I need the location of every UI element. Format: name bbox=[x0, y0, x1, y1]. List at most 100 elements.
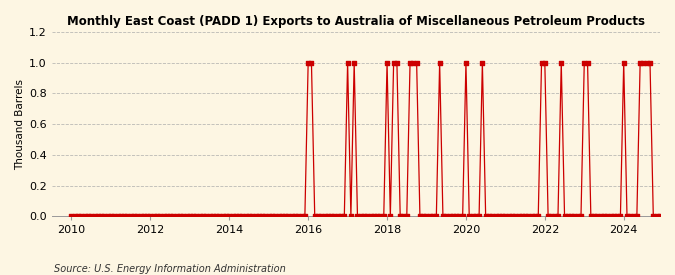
Point bbox=[395, 214, 406, 218]
Point bbox=[194, 214, 205, 218]
Point bbox=[441, 214, 452, 218]
Point bbox=[244, 214, 254, 218]
Point bbox=[122, 214, 133, 218]
Point bbox=[79, 214, 90, 218]
Y-axis label: Thousand Barrels: Thousand Barrels bbox=[15, 79, 25, 170]
Point bbox=[211, 214, 221, 218]
Point bbox=[404, 60, 415, 65]
Point bbox=[76, 214, 87, 218]
Point bbox=[250, 214, 261, 218]
Point bbox=[342, 60, 353, 65]
Point bbox=[402, 214, 412, 218]
Point bbox=[375, 214, 386, 218]
Point bbox=[510, 214, 520, 218]
Point bbox=[303, 60, 314, 65]
Point bbox=[145, 214, 156, 218]
Point bbox=[562, 214, 573, 218]
Point bbox=[339, 214, 350, 218]
Point bbox=[444, 214, 455, 218]
Point bbox=[379, 214, 389, 218]
Point bbox=[155, 214, 165, 218]
Point bbox=[418, 214, 429, 218]
Point bbox=[247, 214, 258, 218]
Point bbox=[365, 214, 376, 218]
Point bbox=[434, 60, 445, 65]
Point bbox=[645, 60, 655, 65]
Point bbox=[132, 214, 142, 218]
Point bbox=[539, 60, 550, 65]
Point bbox=[92, 214, 103, 218]
Point bbox=[70, 214, 80, 218]
Point bbox=[526, 214, 537, 218]
Point bbox=[126, 214, 136, 218]
Point bbox=[306, 60, 317, 65]
Point bbox=[497, 214, 508, 218]
Point bbox=[500, 214, 511, 218]
Point bbox=[516, 214, 527, 218]
Point bbox=[309, 214, 320, 218]
Point bbox=[599, 214, 610, 218]
Point bbox=[411, 60, 422, 65]
Point bbox=[221, 214, 232, 218]
Point bbox=[263, 214, 274, 218]
Point bbox=[605, 214, 616, 218]
Point bbox=[523, 214, 534, 218]
Point bbox=[349, 60, 360, 65]
Point bbox=[188, 214, 198, 218]
Point bbox=[96, 214, 107, 218]
Point bbox=[119, 214, 130, 218]
Point bbox=[457, 214, 468, 218]
Point bbox=[655, 214, 666, 218]
Point bbox=[520, 214, 531, 218]
Point bbox=[381, 60, 392, 65]
Point bbox=[230, 214, 241, 218]
Point bbox=[631, 214, 642, 218]
Point bbox=[546, 214, 557, 218]
Point bbox=[480, 214, 491, 218]
Point bbox=[283, 214, 294, 218]
Point bbox=[316, 214, 327, 218]
Point bbox=[589, 214, 599, 218]
Point bbox=[618, 60, 629, 65]
Point bbox=[178, 214, 188, 218]
Point bbox=[286, 214, 297, 218]
Point bbox=[369, 214, 379, 218]
Point bbox=[543, 214, 554, 218]
Point bbox=[634, 60, 645, 65]
Point bbox=[142, 214, 153, 218]
Point bbox=[425, 214, 435, 218]
Point bbox=[530, 214, 541, 218]
Point bbox=[102, 214, 113, 218]
Point bbox=[408, 60, 418, 65]
Point bbox=[421, 214, 432, 218]
Point bbox=[234, 214, 244, 218]
Point bbox=[319, 214, 330, 218]
Point bbox=[214, 214, 225, 218]
Point bbox=[253, 214, 264, 218]
Point bbox=[279, 214, 290, 218]
Point bbox=[615, 214, 626, 218]
Point bbox=[385, 214, 396, 218]
Point bbox=[346, 214, 356, 218]
Point bbox=[158, 214, 169, 218]
Point bbox=[467, 214, 478, 218]
Point bbox=[566, 214, 576, 218]
Point bbox=[388, 60, 399, 65]
Point bbox=[152, 214, 163, 218]
Point bbox=[490, 214, 501, 218]
Point bbox=[204, 214, 215, 218]
Point bbox=[428, 214, 439, 218]
Point bbox=[612, 214, 622, 218]
Point bbox=[362, 214, 373, 218]
Point bbox=[323, 214, 333, 218]
Point bbox=[273, 214, 284, 218]
Point bbox=[175, 214, 186, 218]
Point bbox=[352, 214, 363, 218]
Point bbox=[181, 214, 192, 218]
Point bbox=[513, 214, 524, 218]
Point bbox=[171, 214, 182, 218]
Point bbox=[355, 214, 366, 218]
Point bbox=[240, 214, 251, 218]
Point bbox=[576, 214, 587, 218]
Point bbox=[99, 214, 110, 218]
